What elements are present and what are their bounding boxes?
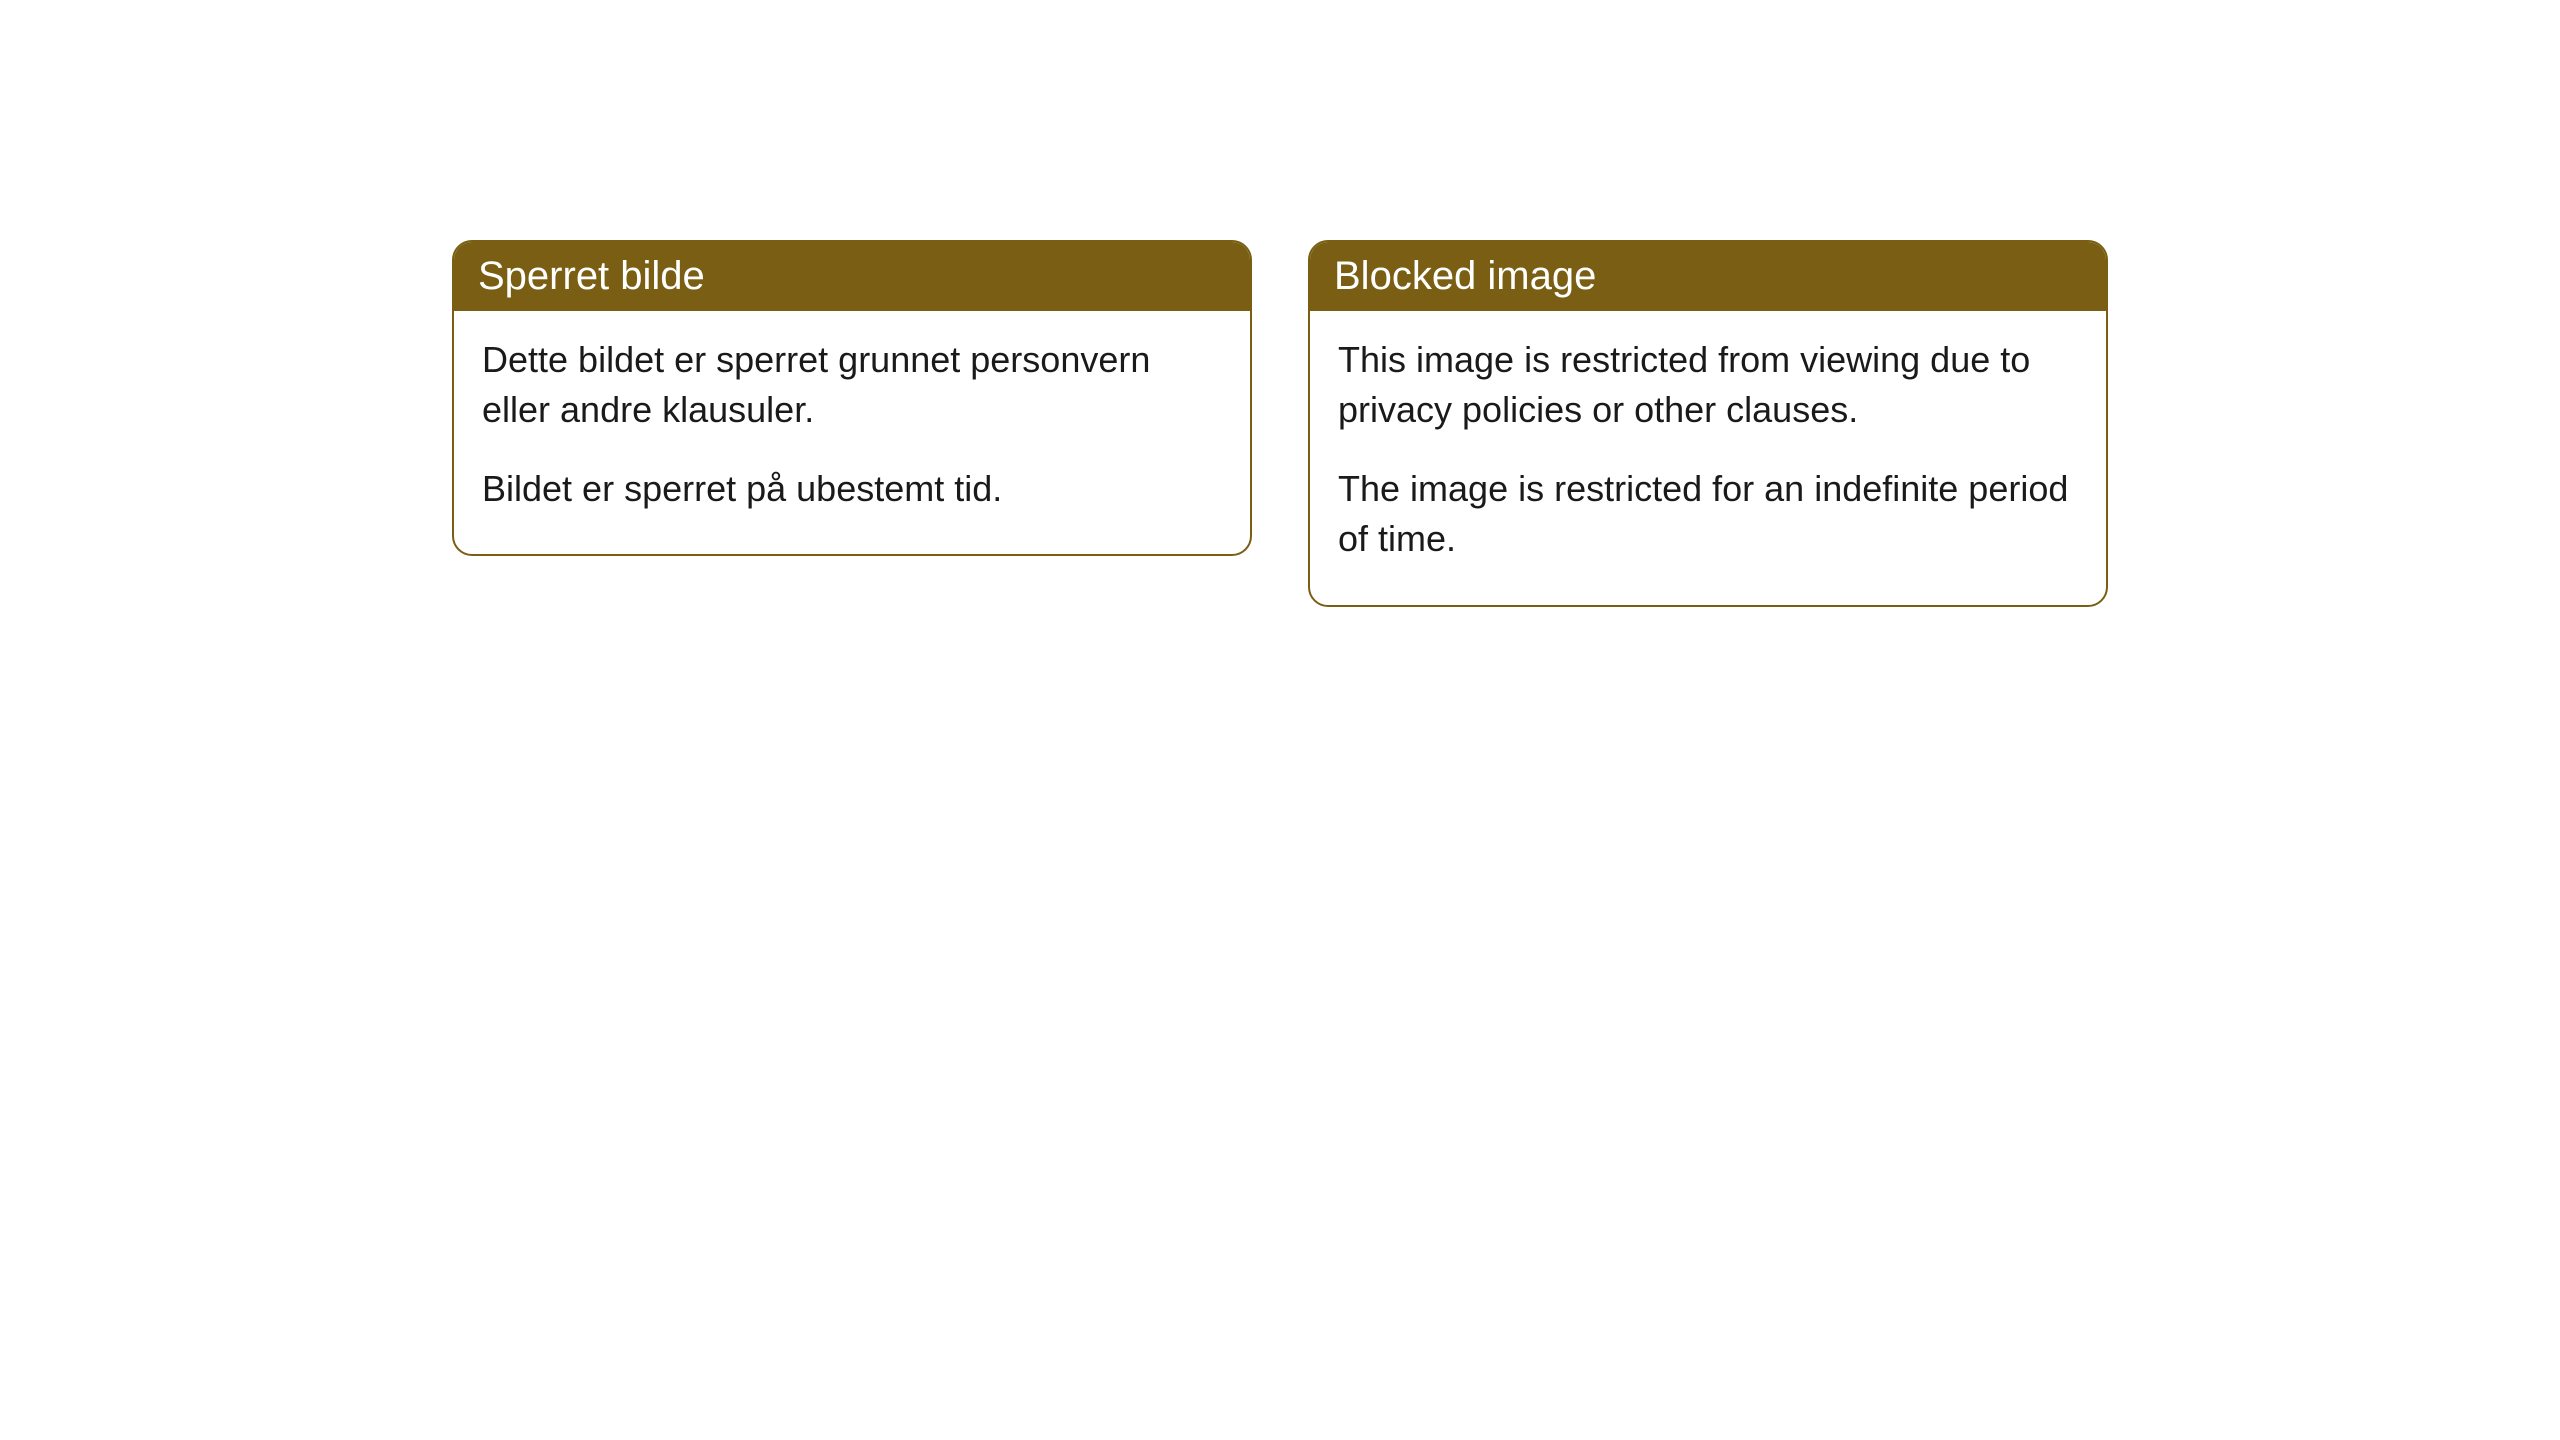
card-paragraph: The image is restricted for an indefinit… <box>1338 464 2078 565</box>
card-paragraph: Bildet er sperret på ubestemt tid. <box>482 464 1222 514</box>
card-title: Blocked image <box>1310 242 2106 311</box>
blocked-image-card-norwegian: Sperret bilde Dette bildet er sperret gr… <box>452 240 1252 556</box>
card-title: Sperret bilde <box>454 242 1250 311</box>
card-body: This image is restricted from viewing du… <box>1310 311 2106 605</box>
notice-cards-container: Sperret bilde Dette bildet er sperret gr… <box>452 240 2108 1440</box>
card-body: Dette bildet er sperret grunnet personve… <box>454 311 1250 554</box>
card-paragraph: Dette bildet er sperret grunnet personve… <box>482 335 1222 436</box>
blocked-image-card-english: Blocked image This image is restricted f… <box>1308 240 2108 607</box>
card-paragraph: This image is restricted from viewing du… <box>1338 335 2078 436</box>
